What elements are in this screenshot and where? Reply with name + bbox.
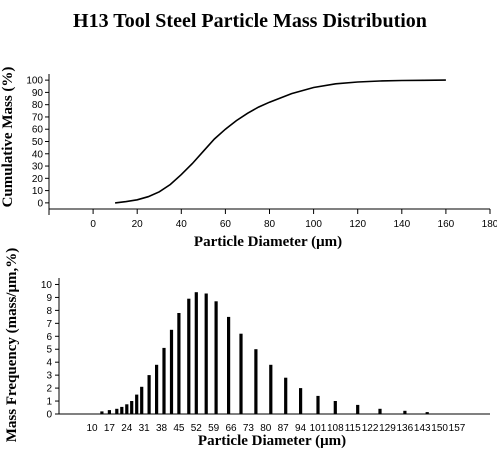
bar <box>204 293 208 414</box>
mass-frequency-chart: 10 17 24 31 38 45 52 59 66 73 80 87 94 101 108 115 122 12… <box>4 248 490 449</box>
bar <box>299 388 303 414</box>
x-tick-label: 87 <box>278 423 290 434</box>
x-tick-label: 45 <box>173 423 185 434</box>
bars <box>100 292 429 414</box>
x-tick-label: 143 <box>414 423 431 434</box>
bar <box>356 404 360 414</box>
x-tick-label: 94 <box>295 423 307 434</box>
bar <box>214 301 218 414</box>
x-tick-label: 180 <box>482 219 497 230</box>
x-tick-label: 31 <box>139 423 151 434</box>
bar <box>403 410 407 414</box>
cumulative-mass-curve <box>115 79 446 204</box>
x-tick-label: 40 <box>176 219 188 230</box>
x-tick-label: 10 <box>86 423 98 434</box>
bar <box>130 401 134 414</box>
bar <box>162 347 166 414</box>
bar <box>140 386 144 414</box>
bar <box>155 364 159 414</box>
bar <box>227 316 231 414</box>
y-tick-label: 0 <box>37 198 43 209</box>
x-tick-label: 129 <box>379 423 396 434</box>
cumulative-mass-chart: 0 20 40 60 80 100 120 140 160 180 010203040506070… <box>0 67 497 250</box>
x-tick-label: 60 <box>220 219 232 230</box>
figure-title: H13 Tool Steel Particle Mass Distributio… <box>73 10 427 32</box>
y-tick-label: 50 <box>32 137 44 148</box>
bar <box>147 375 151 414</box>
bar <box>125 404 129 414</box>
y-tick-label: 9 <box>46 293 52 304</box>
bar <box>169 329 174 414</box>
bar <box>194 292 198 414</box>
x-tick-label: 101 <box>310 423 327 434</box>
y-tick-label: 7 <box>46 319 52 330</box>
y-tick-label: 90 <box>32 88 44 99</box>
x-tick-label: 140 <box>393 219 410 230</box>
bar <box>316 395 320 414</box>
y-tick-label: 4 <box>46 358 52 369</box>
y-tick-label: 30 <box>32 162 44 173</box>
y-tick-label: 60 <box>32 125 44 136</box>
y-tick-label: 10 <box>41 280 53 291</box>
y-tick-label: 3 <box>46 371 52 382</box>
y-tick-label: 20 <box>32 174 44 185</box>
bar <box>115 408 119 414</box>
x-axis-label: Particle Diameter (μm) <box>198 433 346 449</box>
bar <box>378 408 382 414</box>
x-tick-label: 80 <box>264 219 276 230</box>
x-tick-label: 59 <box>208 423 220 434</box>
y-tick-label: 70 <box>32 112 44 123</box>
x-tick-label: 150 <box>431 423 448 434</box>
x-tick-label: 73 <box>243 423 255 434</box>
bar <box>269 364 273 414</box>
y-tick-label: 5 <box>46 345 52 356</box>
bar <box>254 349 258 414</box>
x-tick-label: 52 <box>191 423 203 434</box>
bar <box>333 401 337 414</box>
bar <box>284 377 288 414</box>
y-tick-label: 8 <box>46 306 52 317</box>
bar <box>107 410 111 414</box>
x-tick-label: 66 <box>225 423 237 434</box>
bar <box>187 298 191 414</box>
x-tick-label: 157 <box>449 423 466 434</box>
x-tick-label: 80 <box>260 423 272 434</box>
bar <box>135 394 139 414</box>
bar <box>239 333 243 414</box>
x-tick-label: 160 <box>438 219 455 230</box>
y-tick-label: 6 <box>46 332 52 343</box>
x-tick-label: 120 <box>349 219 366 230</box>
x-tick-label: 24 <box>121 423 133 434</box>
x-ticks: 0 20 40 60 80 100 120 140 160 180 <box>90 209 497 230</box>
bar <box>100 411 104 414</box>
x-tick-label: 100 <box>305 219 322 230</box>
y-axis-label: Mass Frequency (mass/μm,%) <box>4 248 20 442</box>
bar <box>120 406 124 414</box>
x-tick-label: 136 <box>397 423 414 434</box>
x-tick-label: 122 <box>362 423 379 434</box>
x-axis-label: Particle Diameter (μm) <box>194 234 342 250</box>
y-ticks: 0 1 2 3 4 5 6 7 8 9 10 <box>41 280 59 421</box>
x-tick-label: 0 <box>90 219 96 230</box>
y-tick-label: 100 <box>26 76 43 87</box>
x-tick-label: 38 <box>156 423 168 434</box>
bar <box>177 313 181 414</box>
x-tick-label: 108 <box>327 423 344 434</box>
x-tick-label: 17 <box>104 423 116 434</box>
y-tick-label: 1 <box>46 397 52 408</box>
y-tick-label: 10 <box>32 186 44 197</box>
bar <box>425 412 429 414</box>
y-tick-label: 2 <box>46 384 52 395</box>
x-tick-label: 20 <box>132 219 144 230</box>
x-tick-label: 115 <box>345 423 361 434</box>
y-tick-label: 80 <box>32 100 44 111</box>
y-tick-label: 40 <box>32 149 44 160</box>
y-tick-label: 0 <box>46 410 52 421</box>
x-ticks: 10 17 24 31 38 45 52 59 66 73 80 87 94 101 108 115 122 12… <box>86 423 465 434</box>
y-axis-label: Cumulative Mass (%) <box>0 67 16 208</box>
